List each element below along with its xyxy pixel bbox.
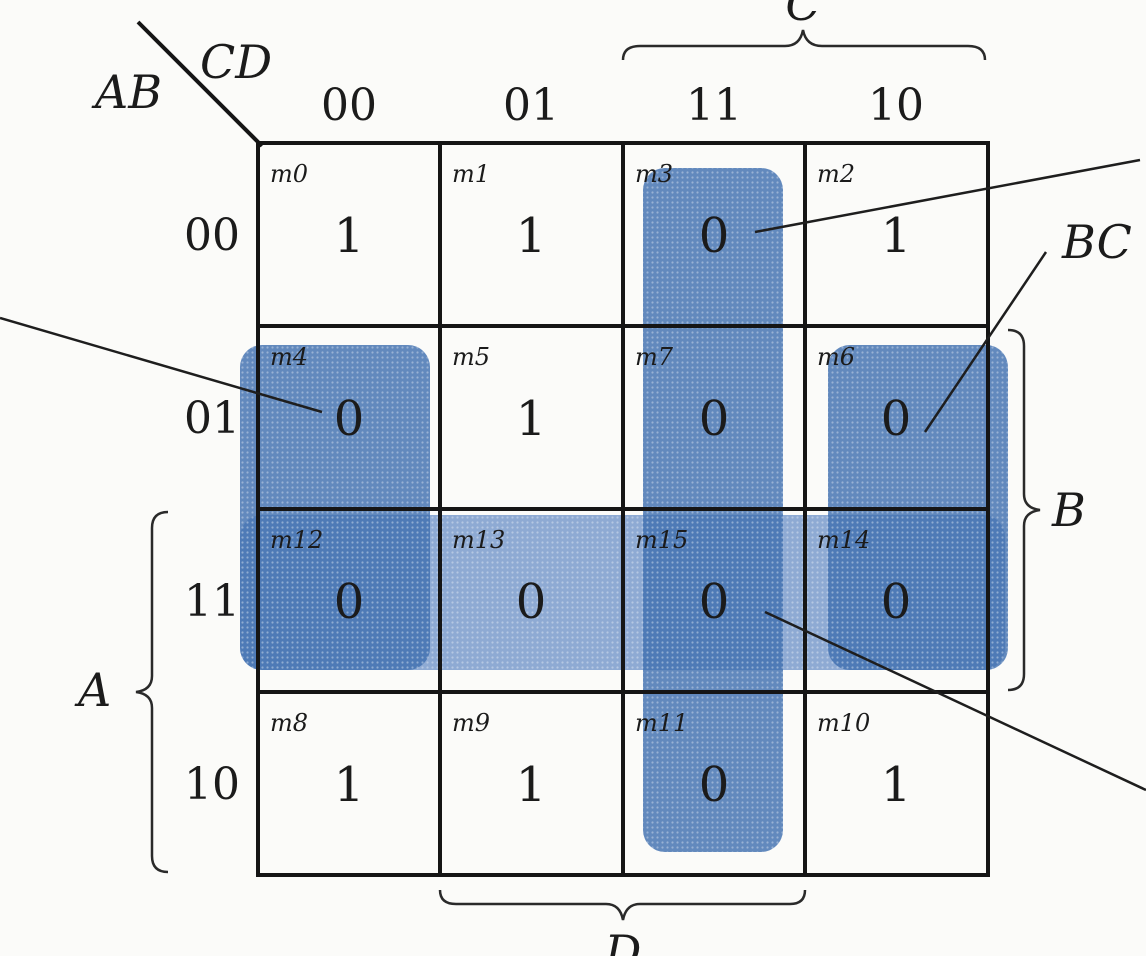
minterm-label: m2 [817,160,855,188]
brace-label-a: A [74,663,111,717]
minterm-label: m6 [817,343,855,371]
brace-c [621,29,987,61]
brace-label-b: B [1051,483,1086,537]
cell-value: 1 [881,208,912,264]
column-header: 00 [321,80,377,131]
variable-braces: C B A D [74,0,1086,956]
minterm-label: m12 [270,526,323,554]
minterm-label: m1 [452,160,490,188]
minterm-label: m9 [452,709,490,737]
cell-value: 1 [881,757,912,813]
callout-label-bc: BC [1061,215,1132,269]
kmap-grid [256,141,990,877]
callout-line-m4 [0,316,323,414]
cell-value: 0 [699,757,730,813]
minterm-label: m5 [452,343,490,371]
row-header: 11 [184,576,240,627]
brace-a [135,510,169,874]
minterm-label: m4 [270,343,308,371]
cell-value: 0 [699,391,730,447]
cell-value: 0 [881,391,912,447]
minterm-label: m11 [635,709,688,737]
callout-line-bc [923,251,1048,433]
callout-line-m3 [754,158,1141,234]
corner-column-variable: CD [200,35,272,89]
row-header: 00 [184,210,240,261]
brace-label-c: C [785,0,820,31]
corner-row-variable: AB [91,65,162,119]
cell-value: 1 [516,208,547,264]
cell-value: 0 [699,208,730,264]
cell-value: 0 [881,574,912,630]
row-header: 10 [184,759,240,810]
minterm-label: m0 [270,160,308,188]
brace-d [438,889,807,921]
cell-value: 0 [334,391,365,447]
kmap-cells: m0 1 m1 1 m3 0 m2 1 m4 0 m5 1 m7 0 m6 0 … [270,160,911,813]
brace-b [1007,328,1041,692]
minterm-label: m13 [452,526,505,554]
cell-value: 0 [334,574,365,630]
cell-value: 1 [516,391,547,447]
column-headers: 00 01 11 10 [321,80,924,131]
callout-lines: BC [0,158,1146,792]
brace-label-d: D [604,925,642,956]
column-header: 10 [868,80,924,131]
cell-value: 1 [334,208,365,264]
minterm-label: m8 [270,709,308,737]
cell-value: 0 [699,574,730,630]
minterm-label: m3 [635,160,673,188]
cell-value: 1 [516,757,547,813]
column-header: 01 [503,80,559,131]
corner-diagonal [136,20,264,148]
minterm-label: m15 [635,526,688,554]
callout-line-m15 [764,610,1146,792]
row-header: 01 [184,393,240,444]
minterm-label: m7 [635,343,674,371]
minterm-label: m14 [817,526,870,554]
row-headers: 00 01 11 10 [184,210,240,810]
cell-value: 1 [334,757,365,813]
column-header: 11 [686,80,742,131]
cell-value: 0 [516,574,547,630]
minterm-label: m10 [817,709,870,737]
